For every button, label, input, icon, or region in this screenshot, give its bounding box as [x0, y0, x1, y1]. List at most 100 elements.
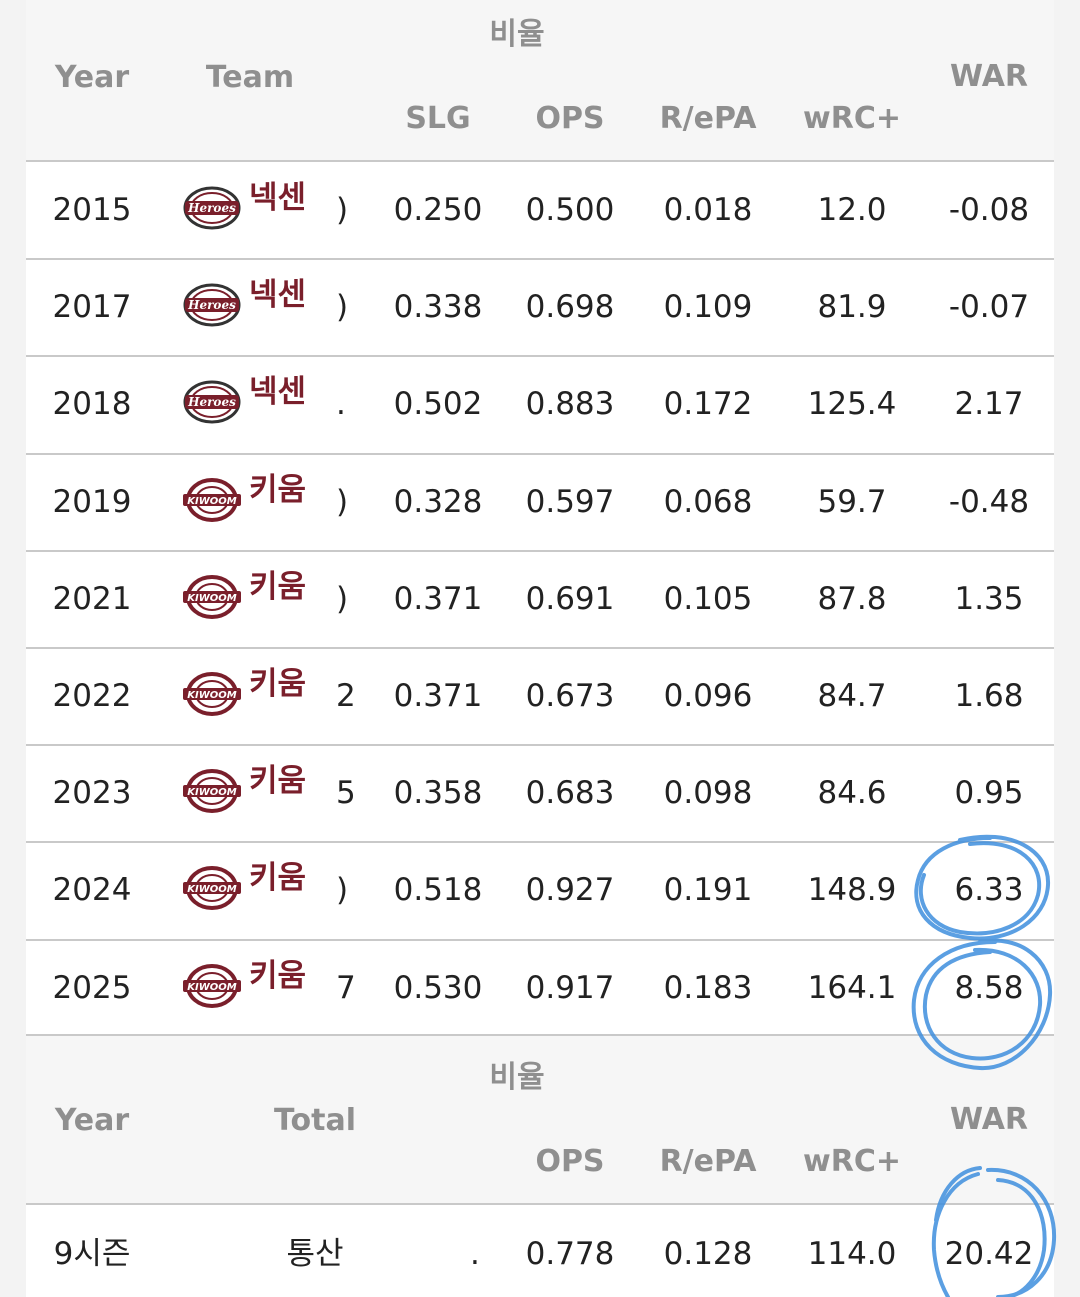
cell-repa: 0.068	[663, 484, 753, 520]
cell-ops: 0.917	[525, 970, 615, 1006]
cell-partial: 7	[336, 970, 356, 1006]
cell-wrc-plus: 164.1	[807, 970, 897, 1006]
cell-ops: 0.673	[525, 678, 615, 714]
row-divider	[26, 550, 1054, 552]
cell-team[interactable]: 키움	[249, 666, 307, 702]
row-divider	[26, 453, 1054, 455]
table-header	[26, 0, 1054, 161]
cell-repa: 0.183	[663, 970, 753, 1006]
totals-wrc-plus: 114.0	[807, 1236, 897, 1272]
cell-wrc-plus: 81.9	[817, 289, 887, 325]
kiwoom-logo: KIWOOM	[182, 963, 242, 1013]
svg-text:KIWOOM: KIWOOM	[187, 787, 237, 798]
cell-team[interactable]: 키움	[249, 472, 307, 508]
svg-text:KIWOOM: KIWOOM	[187, 593, 237, 604]
cell-ops: 0.883	[525, 386, 615, 422]
cell-ops: 0.698	[525, 289, 615, 325]
cell-year: 2022	[52, 678, 132, 714]
cell-war: -0.07	[948, 289, 1030, 325]
totals-col-header-wrc-plus[interactable]: wRC+	[803, 1144, 901, 1179]
cell-team[interactable]: 키움	[249, 763, 307, 799]
row-divider	[26, 939, 1054, 941]
cell-wrc-plus: 125.4	[807, 386, 897, 422]
cell-team[interactable]: 넥센	[249, 277, 307, 313]
totals-group-label-ratio: 비율	[489, 1060, 545, 1095]
cell-year: 2024	[52, 872, 132, 908]
heroes-logo: Heroes	[182, 185, 242, 235]
col-header-war[interactable]: WAR	[949, 59, 1029, 94]
totals-col-header-total[interactable]: Total	[274, 1103, 356, 1138]
cell-war: -0.48	[948, 484, 1030, 520]
col-header-ops[interactable]: OPS	[535, 101, 605, 136]
kiwoom-logo: KIWOOM	[182, 671, 242, 721]
row-divider	[26, 647, 1054, 649]
heroes-logo: Heroes	[182, 379, 242, 429]
row-divider	[26, 744, 1054, 746]
cell-repa: 0.191	[663, 872, 753, 908]
cell-team[interactable]: 넥센	[249, 374, 307, 410]
svg-text:KIWOOM: KIWOOM	[187, 982, 237, 993]
cell-wrc-plus: 84.6	[817, 775, 887, 811]
cell-partial: )	[336, 289, 349, 325]
totals-col-header-war[interactable]: WAR	[949, 1102, 1029, 1137]
col-header-year[interactable]: Year	[54, 60, 130, 95]
kiwoom-logo: KIWOOM	[182, 768, 242, 818]
header-divider	[26, 160, 1054, 162]
cell-team[interactable]: 키움	[249, 860, 307, 896]
cell-year: 2017	[52, 289, 132, 325]
cell-year: 2023	[52, 775, 132, 811]
cell-partial: )	[336, 872, 349, 908]
cell-year: 2021	[52, 581, 132, 617]
svg-text:Heroes: Heroes	[187, 201, 236, 215]
col-header-slg[interactable]: SLG	[405, 101, 471, 136]
cell-repa: 0.098	[663, 775, 753, 811]
col-header-team[interactable]: Team	[205, 60, 295, 95]
kiwoom-logo: KIWOOM	[182, 865, 242, 915]
totals-label: 통산	[286, 1236, 344, 1272]
cell-ops: 0.927	[525, 872, 615, 908]
row-divider	[26, 355, 1054, 357]
cell-partial: .	[336, 386, 346, 422]
cell-war: -0.08	[948, 192, 1030, 228]
totals-header	[26, 1036, 1054, 1204]
row-divider	[26, 258, 1054, 260]
svg-text:KIWOOM: KIWOOM	[187, 884, 237, 895]
cell-wrc-plus: 12.0	[817, 192, 887, 228]
totals-ops: 0.778	[525, 1236, 615, 1272]
cell-wrc-plus: 87.8	[817, 581, 887, 617]
cell-ops: 0.597	[525, 484, 615, 520]
group-label-ratio: 비율	[489, 17, 545, 52]
totals-col-header-repa[interactable]: R/ePA	[659, 1144, 757, 1179]
cell-team[interactable]: 넥센	[249, 180, 307, 216]
cell-war: 8.58	[954, 970, 1024, 1006]
totals-partial-cell: .	[470, 1236, 480, 1272]
svg-text:KIWOOM: KIWOOM	[187, 496, 237, 507]
cell-slg: 0.358	[393, 775, 483, 811]
cell-ops: 0.683	[525, 775, 615, 811]
totals-col-header-year[interactable]: Year	[54, 1103, 130, 1138]
svg-text:KIWOOM: KIWOOM	[187, 690, 237, 701]
cell-slg: 0.530	[393, 970, 483, 1006]
cell-wrc-plus: 59.7	[817, 484, 887, 520]
cell-slg: 0.502	[393, 386, 483, 422]
totals-war: 20.42	[944, 1236, 1034, 1272]
kiwoom-logo: KIWOOM	[182, 574, 242, 624]
cell-partial: )	[336, 581, 349, 617]
table-bottom-divider	[26, 1034, 1054, 1036]
cell-war: 1.35	[954, 581, 1024, 617]
cell-slg: 0.371	[393, 678, 483, 714]
cell-wrc-plus: 148.9	[807, 872, 897, 908]
cell-slg: 0.338	[393, 289, 483, 325]
svg-text:Heroes: Heroes	[187, 298, 236, 312]
cell-year: 2018	[52, 386, 132, 422]
cell-partial: )	[336, 484, 349, 520]
cell-repa: 0.096	[663, 678, 753, 714]
heroes-logo: Heroes	[182, 282, 242, 332]
cell-team[interactable]: 키움	[249, 569, 307, 605]
col-header-repa[interactable]: R/ePA	[659, 101, 757, 136]
cell-year: 2015	[52, 192, 132, 228]
col-header-wrc-plus[interactable]: wRC+	[803, 101, 901, 136]
cell-team[interactable]: 키움	[249, 958, 307, 994]
cell-slg: 0.328	[393, 484, 483, 520]
totals-col-header-ops[interactable]: OPS	[535, 1144, 605, 1179]
